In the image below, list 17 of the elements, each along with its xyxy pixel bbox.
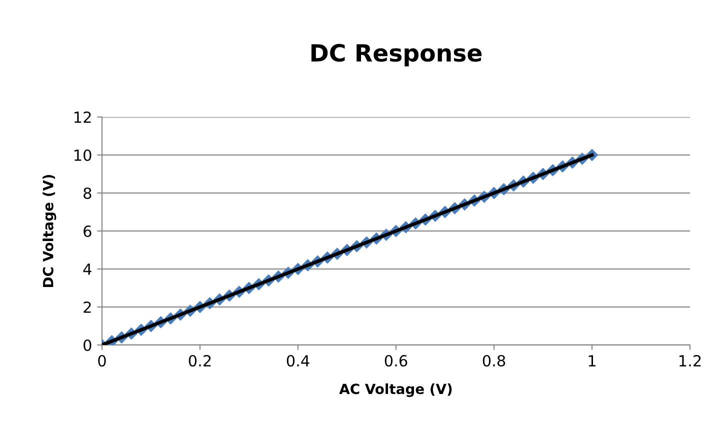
- y-tick-label: 12: [74, 111, 91, 123]
- x-tick-label: 1.2: [680, 354, 701, 366]
- x-tick-label: 1: [588, 355, 596, 366]
- x-tick-label: 0.8: [482, 354, 506, 367]
- y-tick-label: 2: [84, 301, 91, 313]
- y-axis-title: DC Voltage (V): [42, 174, 56, 287]
- y-tick-label: 10: [74, 149, 92, 162]
- x-tick-label: 0.2: [188, 354, 211, 367]
- y-tick-label: 8: [84, 187, 92, 200]
- x-tick-label: 0.6: [384, 354, 408, 367]
- y-tick-label: 0: [84, 339, 92, 352]
- x-axis-title: AC Voltage (V): [339, 383, 452, 397]
- y-tick-label: 4: [83, 264, 92, 275]
- x-tick-label: 0: [98, 354, 106, 367]
- x-tick-label: 0.4: [286, 354, 310, 367]
- y-tick-label: 6: [84, 225, 92, 238]
- chart-title: DC Response: [311, 44, 482, 66]
